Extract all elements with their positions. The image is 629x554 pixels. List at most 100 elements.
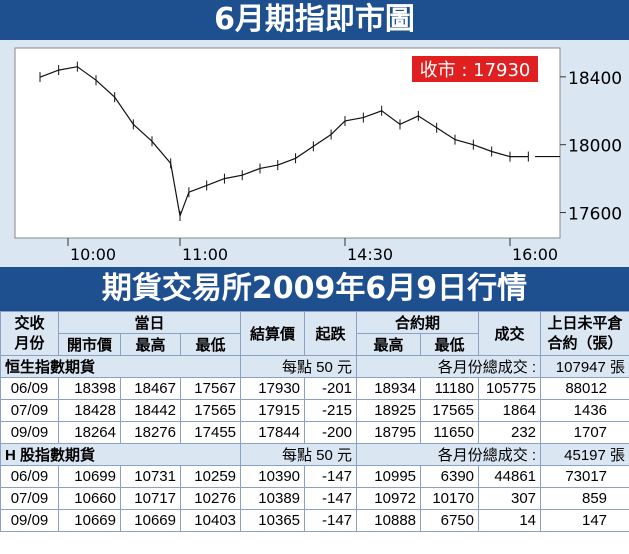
- header-low: 最低: [179, 333, 242, 356]
- header-contract-high: 最高: [356, 333, 422, 356]
- table-cell: 17844: [240, 421, 306, 444]
- table-cell: 17565: [420, 399, 480, 422]
- table-cell: 14: [478, 509, 542, 532]
- y-tick-label: 17600: [568, 205, 622, 225]
- header-open: 開市價: [58, 333, 121, 356]
- table-cell: 18934: [356, 377, 422, 400]
- table-row: 07/09 18428 18442 17565 17915 -215 18925 17565 1…: [0, 399, 629, 422]
- table-cell: -147: [304, 465, 358, 488]
- table-cell: 09/09: [0, 421, 59, 444]
- y-tick-label: 18000: [568, 137, 622, 157]
- table-row: 09/09 10669 10669 10403 10365 -147 10888 6750 14…: [0, 509, 629, 532]
- header-high: 最高: [120, 333, 181, 356]
- table-row: 06/09 18398 18467 17567 17930 -201 18934 11180 1…: [0, 377, 629, 400]
- table-cell: 09/09: [0, 509, 59, 532]
- header-row-1: 交收 月份 當日 結算價 起跌 合約期 成交 上日未平倉 合約（張）: [0, 311, 629, 356]
- table-cell: 10365: [240, 509, 306, 532]
- table-cell: -200: [304, 421, 358, 444]
- x-tick-label: 11:00: [182, 245, 228, 264]
- table-cell: 10389: [240, 487, 306, 510]
- table-row: 09/09 18264 18276 17455 17844 -200 18795 11650 2…: [0, 421, 629, 444]
- table-cell: 17567: [179, 377, 242, 400]
- header-settle: 結算價: [240, 311, 306, 356]
- chart-svg: 18400 18000 17600 10:00 11:00 14:30 16:00 收市 …: [14, 47, 622, 264]
- point-note: 每點 50 元: [240, 443, 358, 466]
- table-cell: 10259: [179, 465, 242, 488]
- table-cell: 10390: [240, 465, 306, 488]
- header-volume: 成交: [478, 311, 542, 356]
- table-cell: 10731: [120, 465, 181, 488]
- table-title-banner: 期貨交易所2009年6月9日行情: [0, 267, 629, 311]
- table-cell: 18442: [120, 399, 181, 422]
- table-cell: 6750: [420, 509, 480, 532]
- header-row-2: 開市價 最高 最低 最高 最低: [1, 333, 629, 356]
- table-cell: 10660: [58, 487, 121, 510]
- header-contract: 合約期: [356, 311, 480, 334]
- table-cell: 6390: [420, 465, 480, 488]
- table-cell: 10995: [356, 465, 422, 488]
- x-tick-label: 10:00: [70, 245, 116, 264]
- table-cell: 1436: [540, 399, 629, 422]
- close-badge-label: 收市 : 17930: [420, 60, 531, 81]
- table-cell: 1707: [540, 421, 629, 444]
- table-cell: 18428: [58, 399, 121, 422]
- table-row: 07/09 10660 10717 10276 10389 -147 10972 10170 3…: [0, 487, 629, 510]
- y-axis: 18400 18000 17600: [560, 69, 622, 225]
- intraday-chart: 18400 18000 17600 10:00 11:00 14:30 16:00 收市 …: [0, 40, 629, 267]
- futures-table: 交收 月份 當日 結算價 起跌 合約期 成交 上日未平倉 合約（張） 開市價 最…: [0, 311, 629, 532]
- table-cell: 18467: [120, 377, 181, 400]
- table-cell: 17565: [179, 399, 242, 422]
- table-cell: 10717: [120, 487, 181, 510]
- header-change: 起跌: [304, 311, 358, 356]
- table-cell: 10699: [58, 465, 121, 488]
- table-cell: 18398: [58, 377, 121, 400]
- header-day: 當日: [57, 311, 242, 334]
- chart-title: 6月期指即市圖: [214, 2, 415, 37]
- price-series: [39, 61, 560, 221]
- table-cell: 18264: [58, 421, 121, 444]
- header-month: 交收 月份: [0, 311, 59, 356]
- table-cell: -201: [304, 377, 358, 400]
- table-cell: 147: [540, 509, 629, 532]
- y-tick-label: 18400: [568, 69, 622, 89]
- total-note: 各月份總成交 :: [356, 355, 542, 378]
- x-axis: 10:00 11:00 14:30 16:00: [67, 238, 558, 264]
- total-value: 45197 張: [540, 443, 629, 466]
- table-cell: 10276: [179, 487, 242, 510]
- table-cell: -147: [304, 487, 358, 510]
- table-cell: 10669: [58, 509, 121, 532]
- table-row: 06/09 10699 10731 10259 10390 -147 10995 6390 44…: [0, 465, 629, 488]
- close-badge-bg: [412, 56, 538, 82]
- table-body: 恒生指數期貨 每點 50 元各月份總成交 :107947 張 06/09 18398 1…: [0, 355, 629, 532]
- section-name: H 股指數期貨: [0, 443, 242, 466]
- table-cell: 18276: [120, 421, 181, 444]
- table-cell: 10403: [179, 509, 242, 532]
- table-cell: 18795: [356, 421, 422, 444]
- table-cell: 07/09: [0, 399, 59, 422]
- table-cell: 73017: [540, 465, 629, 488]
- table-title: 期貨交易所2009年6月9日行情: [101, 271, 528, 306]
- table-cell: 10972: [356, 487, 422, 510]
- table-cell: -147: [304, 509, 358, 532]
- table-cell: 88012: [540, 377, 629, 400]
- chart-title-banner: 6月期指即市圖: [0, 0, 629, 40]
- table-cell: 17455: [179, 421, 242, 444]
- header-oi: 上日未平倉 合約（張）: [540, 311, 629, 356]
- table-cell: 1864: [478, 399, 542, 422]
- table-cell: 232: [478, 421, 542, 444]
- table-cell: 44861: [478, 465, 542, 488]
- point-note: 每點 50 元: [240, 355, 358, 378]
- table-cell: 859: [540, 487, 629, 510]
- table-cell: 11650: [420, 421, 480, 444]
- table-cell: 10170: [420, 487, 480, 510]
- x-tick-label: 16:00: [512, 245, 558, 264]
- table-cell: -215: [304, 399, 358, 422]
- table-cell: 10669: [120, 509, 181, 532]
- total-value: 107947 張: [540, 355, 629, 378]
- section-name: 恒生指數期貨: [0, 355, 242, 378]
- table-cell: 18925: [356, 399, 422, 422]
- table-cell: 11180: [420, 377, 480, 400]
- section-row: H 股指數期貨 每點 50 元各月份總成交 :45197 張: [0, 443, 629, 466]
- table-cell: 06/09: [0, 465, 59, 488]
- table-cell: 307: [478, 487, 542, 510]
